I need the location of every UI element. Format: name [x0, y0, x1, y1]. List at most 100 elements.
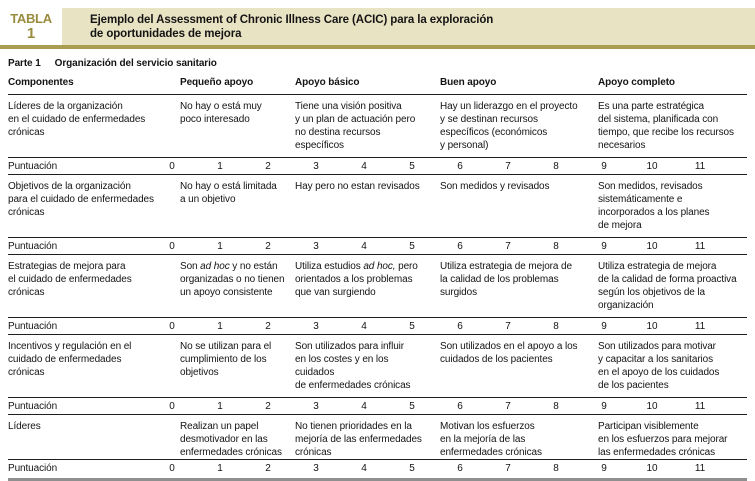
score-value: 0	[169, 400, 175, 412]
score-value: 8	[553, 320, 559, 332]
score-value: 3	[313, 400, 319, 412]
cell-pequeno-apoyo: Realizan un papel desmotivador en las en…	[180, 421, 282, 458]
score-value: 11	[694, 320, 706, 332]
cell-buen-apoyo: Utiliza estrategia de mejora de la calid…	[440, 261, 572, 298]
cell-apoyo-basico: Son utilizados para influir en los coste…	[295, 341, 411, 391]
column-header-componentes: Componentes	[8, 77, 74, 88]
score-label: Puntuación	[8, 400, 58, 412]
score-value: 6	[457, 160, 463, 172]
cell-apoyo-completo: Participan visiblemente en los esfuerzos…	[598, 421, 728, 458]
score-value: 4	[361, 400, 367, 412]
score-value: 3	[313, 463, 319, 474]
cell-apoyo-basico: Utiliza estudios ad hoc, pero orientados…	[295, 261, 418, 298]
acic-table: Componentes Pequeño apoyo Apoyo básico B…	[8, 76, 747, 477]
score-value: 10	[646, 160, 658, 172]
score-value: 5	[409, 160, 415, 172]
score-value: 2	[265, 320, 271, 332]
score-label: Puntuación	[8, 320, 58, 332]
score-value: 1	[217, 160, 223, 172]
score-value: 11	[694, 240, 706, 252]
score-value: 0	[169, 160, 175, 172]
cell-apoyo-basico: Tiene una visión positiva y un plan de a…	[295, 101, 416, 151]
table-title: Ejemplo del Assessment of Chronic Illnes…	[90, 13, 494, 40]
cell-buen-apoyo: Son medidos y revisados	[440, 181, 550, 192]
cell-buen-apoyo: Motivan los esfuerzos en la mejoría de l…	[440, 421, 542, 458]
score-value: 4	[361, 320, 367, 332]
cell-pequeno-apoyo: No hay o está limitada a un objetivo	[180, 181, 277, 205]
score-row: Puntuación 0 1 2 3 4 5 6 7 8 9 10 11	[8, 317, 747, 335]
score-value: 8	[553, 400, 559, 412]
score-value: 2	[265, 160, 271, 172]
score-value: 0	[169, 320, 175, 332]
component-row-objetivos-organizacion: Objetivos de la organización para el cui…	[8, 175, 747, 237]
score-value: 5	[409, 240, 415, 252]
score-value: 0	[169, 240, 175, 252]
component-row-estrategias-mejora: Estrategias de mejora para el cuidado de…	[8, 255, 747, 317]
cell-apoyo-completo: Utiliza estrategia de mejora de la calid…	[598, 261, 737, 311]
score-value: 10	[646, 400, 658, 412]
score-value: 10	[646, 240, 658, 252]
score-value: 3	[313, 320, 319, 332]
part-label: Parte 1	[8, 58, 41, 69]
score-value: 2	[265, 463, 271, 474]
column-header-buen-apoyo: Buen apoyo	[440, 77, 497, 88]
score-value: 9	[601, 320, 607, 332]
cell-component: Líderes de la organización en el cuidado…	[8, 101, 146, 138]
cell-apoyo-completo: Son utilizados para motivar y capacitar …	[598, 341, 720, 391]
score-value: 4	[361, 240, 367, 252]
cell-pequeno-apoyo: No se utilizan para el cumplimiento de l…	[180, 341, 272, 378]
score-value: 8	[553, 160, 559, 172]
score-value: 4	[361, 463, 367, 474]
table-masthead: TABLA 1 Ejemplo del Assessment of Chroni…	[0, 8, 755, 45]
score-value: 10	[646, 463, 658, 474]
cell-component: Líderes	[8, 421, 41, 432]
score-value: 6	[457, 240, 463, 252]
cell-apoyo-basico: No tienen prioridades en la mejoría de l…	[295, 421, 422, 458]
acic-table-page: TABLA 1 Ejemplo del Assessment of Chroni…	[0, 8, 755, 481]
part-name: Organización del servicio sanitario	[54, 58, 217, 69]
score-label: Puntuación	[8, 463, 58, 474]
cell-apoyo-completo: Es una parte estratégica del sistema, pl…	[598, 101, 734, 151]
score-value: 2	[265, 240, 271, 252]
score-value: 1	[217, 240, 223, 252]
score-value: 5	[409, 400, 415, 412]
score-value: 7	[505, 240, 511, 252]
score-value: 1	[217, 320, 223, 332]
score-label: Puntuación	[8, 240, 58, 252]
score-value: 9	[601, 400, 607, 412]
component-row-incentivos-regulacion: Incentivos y regulación en el cuidado de…	[8, 335, 747, 397]
component-row-lideres-organizacion: Líderes de la organización en el cuidado…	[8, 95, 747, 157]
part-title: Parte 1 Organización del servicio sanitar…	[8, 58, 747, 69]
score-row: Puntuación 0 1 2 3 4 5 6 7 8 9 10 11	[8, 157, 747, 175]
table-badge-number: 1	[26, 25, 36, 42]
cell-pequeno-apoyo: Son ad hoc y no están organizadas o no t…	[180, 261, 285, 298]
score-value: 7	[505, 320, 511, 332]
column-header-row: Componentes Pequeño apoyo Apoyo básico B…	[8, 76, 747, 95]
score-value: 11	[694, 400, 706, 412]
score-value: 3	[313, 240, 319, 252]
score-value: 9	[601, 160, 607, 172]
score-value: 7	[505, 463, 511, 474]
cell-pequeno-apoyo: No hay o está muy poco interesado	[180, 101, 262, 125]
score-value: 10	[646, 320, 658, 332]
score-value: 6	[457, 400, 463, 412]
score-value: 2	[265, 400, 271, 412]
score-value: 8	[553, 240, 559, 252]
cell-buen-apoyo: Hay un liderazgo en el proyecto y se des…	[440, 101, 578, 151]
component-row-lideres: Líderes Realizan un papel desmotivador e…	[8, 415, 747, 459]
column-header-apoyo-basico: Apoyo básico	[295, 77, 360, 88]
score-value: 7	[505, 160, 511, 172]
cell-component: Incentivos y regulación en el cuidado de…	[8, 341, 132, 378]
score-value: 3	[313, 160, 319, 172]
score-value: 6	[457, 463, 463, 474]
score-value: 11	[694, 463, 706, 474]
table-badge-word: TABLA	[10, 11, 52, 26]
cell-component: Estrategias de mejora para el cuidado de…	[8, 261, 132, 298]
score-value: 1	[217, 400, 223, 412]
score-value: 5	[409, 320, 415, 332]
score-value: 9	[601, 240, 607, 252]
cell-apoyo-completo: Son medidos, revisados sistemáticamente …	[598, 181, 710, 231]
score-row: Puntuación 0 1 2 3 4 5 6 7 8 9 10 11	[8, 237, 747, 255]
gold-divider	[0, 45, 755, 49]
score-value: 9	[601, 463, 607, 474]
